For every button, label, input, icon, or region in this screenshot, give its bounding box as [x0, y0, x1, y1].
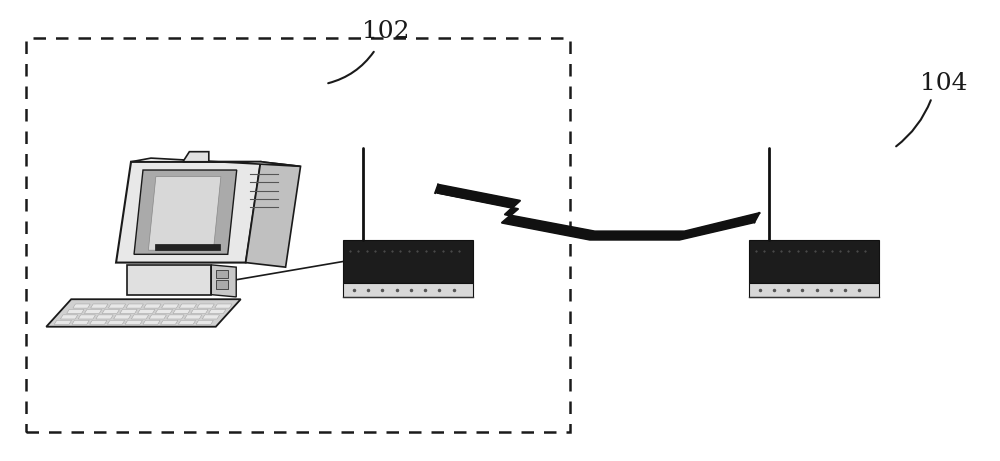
Polygon shape [178, 320, 196, 325]
Polygon shape [78, 315, 95, 319]
Polygon shape [144, 304, 161, 308]
Polygon shape [161, 320, 178, 325]
Polygon shape [134, 170, 237, 254]
Polygon shape [167, 315, 184, 319]
Polygon shape [131, 158, 301, 166]
Polygon shape [46, 299, 241, 327]
Polygon shape [72, 320, 89, 325]
Bar [343, 283, 473, 297]
Polygon shape [60, 315, 78, 319]
Polygon shape [91, 304, 108, 308]
Polygon shape [155, 309, 173, 313]
Polygon shape [102, 309, 119, 313]
Bar [155, 244, 220, 250]
Bar [749, 240, 879, 283]
Polygon shape [183, 152, 209, 162]
Polygon shape [215, 304, 232, 308]
Polygon shape [191, 309, 208, 313]
Polygon shape [131, 315, 149, 319]
Polygon shape [197, 304, 214, 308]
Polygon shape [246, 162, 301, 267]
Polygon shape [209, 309, 226, 313]
Polygon shape [90, 320, 107, 325]
Polygon shape [179, 304, 197, 308]
Polygon shape [107, 320, 125, 325]
Bar [216, 270, 228, 278]
Polygon shape [54, 320, 71, 325]
Polygon shape [185, 315, 202, 319]
Polygon shape [138, 309, 155, 313]
Polygon shape [120, 309, 137, 313]
Polygon shape [143, 320, 160, 325]
Bar [343, 240, 473, 283]
Bar [127, 265, 211, 295]
Polygon shape [114, 315, 131, 319]
Text: 104: 104 [920, 72, 968, 95]
Polygon shape [173, 309, 190, 313]
Bar [216, 280, 228, 289]
Polygon shape [196, 320, 213, 325]
Polygon shape [211, 265, 236, 297]
Bar [749, 283, 879, 297]
Polygon shape [96, 315, 113, 319]
Polygon shape [435, 185, 759, 240]
Polygon shape [202, 315, 220, 319]
Bar [26, 38, 570, 432]
Polygon shape [126, 304, 143, 308]
Text: 102: 102 [362, 20, 409, 43]
Polygon shape [149, 315, 166, 319]
Polygon shape [125, 320, 142, 325]
Polygon shape [84, 309, 102, 313]
Polygon shape [116, 162, 261, 263]
Polygon shape [73, 304, 90, 308]
Polygon shape [67, 309, 84, 313]
Polygon shape [148, 177, 221, 250]
Polygon shape [162, 304, 179, 308]
Polygon shape [108, 304, 126, 308]
